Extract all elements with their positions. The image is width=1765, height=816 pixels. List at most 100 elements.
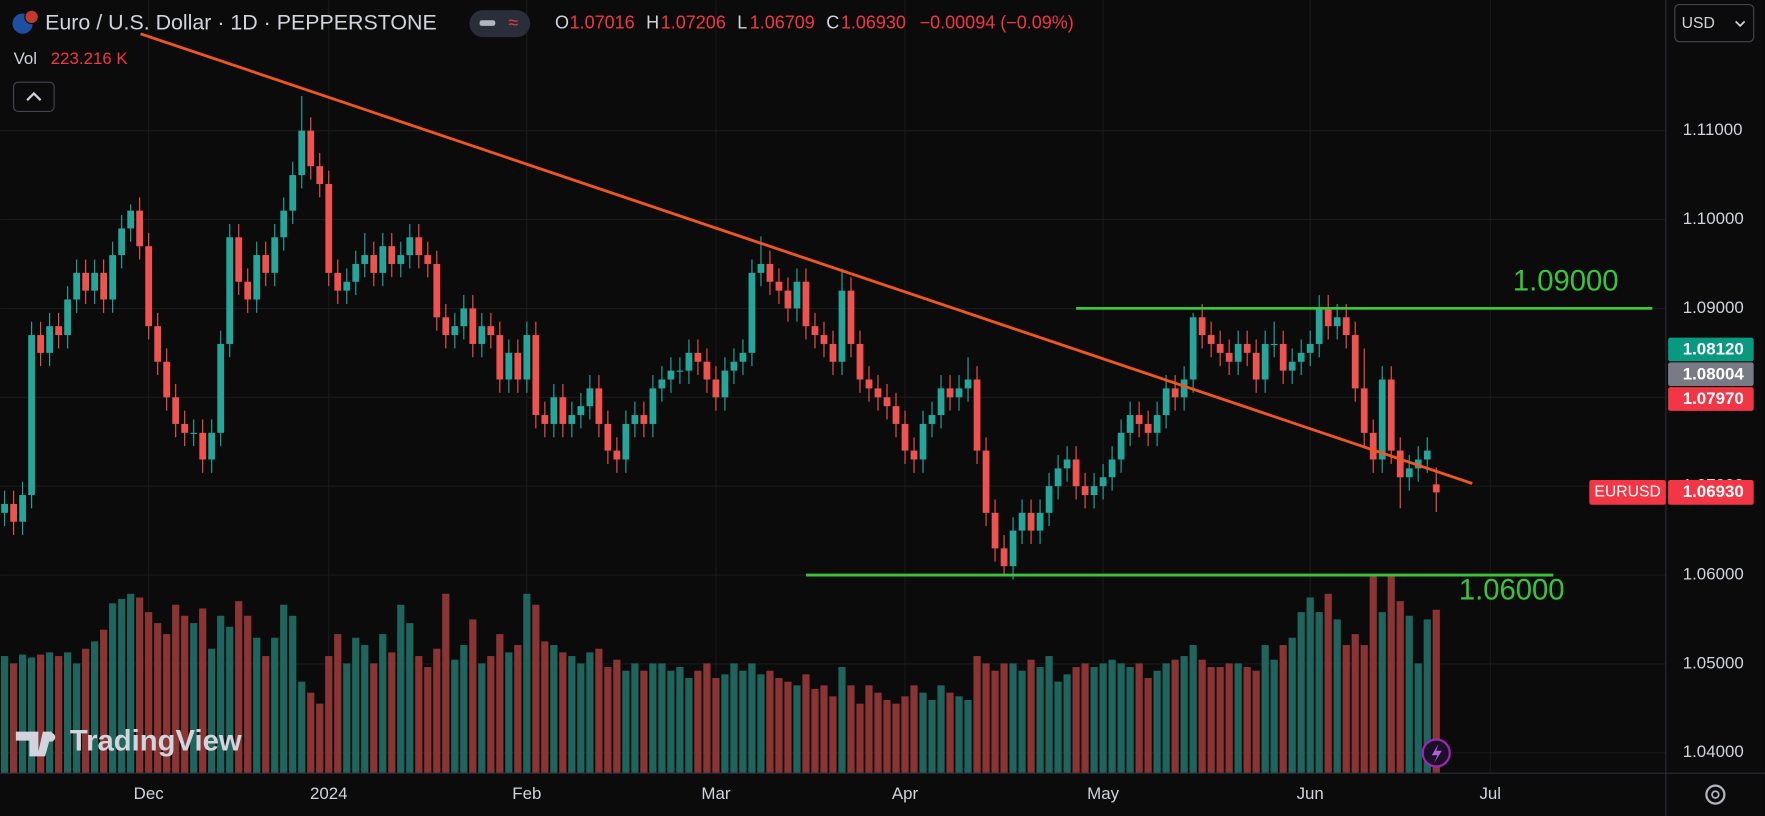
ohlc-label: C: [826, 12, 839, 32]
volume-bar: [802, 674, 810, 774]
price-badge: [1668, 387, 1754, 411]
dropdown-icon: [1735, 20, 1746, 28]
volume-bar: [127, 593, 135, 774]
price-pane: 1.09000 1.06000: [1, 32, 1653, 607]
candle-body: [1351, 335, 1359, 389]
candle-body: [190, 432, 198, 434]
candle-body: [883, 397, 891, 407]
x-tick-label: May: [1087, 784, 1119, 803]
candle-body: [433, 263, 441, 318]
candle-body: [487, 326, 495, 336]
volume-bar: [9, 663, 18, 774]
volume-bar: [1306, 597, 1314, 774]
volume-bar: [1252, 670, 1260, 774]
x-tick-label: 2024: [310, 784, 348, 803]
candle-body: [1261, 343, 1269, 380]
volume-bar: [1117, 663, 1125, 774]
candle-body: [721, 370, 729, 398]
volume-bar: [1207, 667, 1215, 774]
volume-bar: [640, 670, 648, 774]
flag-icon: [24, 9, 39, 25]
ohlc-value: 1.07206: [661, 12, 726, 32]
candle-body: [658, 379, 666, 389]
volume-bar: [838, 667, 846, 774]
market-status[interactable]: [469, 10, 531, 38]
volume-bar: [370, 663, 378, 774]
candle-body: [109, 255, 117, 300]
volume-bar: [676, 667, 684, 774]
volume-bar: [505, 652, 513, 774]
volume-bar: [235, 601, 243, 774]
volume-bar: [1198, 659, 1206, 774]
volume-bar: [478, 663, 486, 774]
candle-body: [685, 352, 693, 371]
volume-bar: [226, 626, 234, 774]
volume-bar: [397, 604, 405, 774]
candle-body: [1054, 468, 1062, 487]
volume-bar: [73, 663, 81, 774]
volume-bar: [541, 641, 549, 774]
candle-body: [145, 246, 153, 327]
candle-body: [469, 308, 477, 344]
last-price-label: 1.06930: [1683, 482, 1744, 501]
volume-bar: [550, 645, 558, 774]
candle-body: [325, 183, 333, 273]
candle-body: [604, 423, 612, 451]
volume-bar: [1360, 645, 1368, 774]
volume-bar: [514, 645, 522, 774]
candle-body: [640, 415, 648, 424]
candle-body: [442, 317, 450, 336]
candle-body: [1018, 512, 1026, 531]
candle-body: [1009, 530, 1017, 567]
candle-body: [910, 450, 918, 460]
settings-button[interactable]: [1705, 784, 1726, 805]
volume-bar: [622, 670, 630, 774]
candle-body: [262, 255, 270, 273]
candle-body: [181, 423, 189, 433]
volume-bar: [1108, 659, 1116, 774]
level-label: 1.06000: [1459, 575, 1565, 607]
candle-body: [1369, 432, 1377, 460]
volume-bar: [208, 648, 216, 774]
currency-select[interactable]: [1674, 3, 1755, 43]
candle-body: [46, 326, 53, 353]
candle-body: [595, 388, 603, 424]
volume-bar: [964, 699, 972, 774]
candle-body: [649, 388, 657, 424]
candle-body: [496, 335, 504, 380]
volume-bar: [649, 663, 657, 774]
volume-bar: [973, 656, 981, 774]
volume-bar: [658, 663, 666, 774]
lightning-icon: [1431, 743, 1442, 764]
candle-body: [1315, 308, 1323, 344]
candle-body: [802, 281, 810, 327]
candle-body: [613, 450, 621, 460]
volume-bar: [586, 652, 594, 774]
volume-value: 223.216 K: [51, 49, 129, 68]
volume-bar: [1351, 634, 1359, 774]
volume-bar: [118, 598, 126, 774]
candle-body: [694, 352, 702, 362]
price-badge-label: 1.07970: [1683, 389, 1744, 408]
candle-body: [838, 290, 846, 362]
volume-bar: [325, 656, 333, 774]
volume-bar: [901, 696, 909, 774]
collapse-button[interactable]: [13, 81, 55, 112]
volume-bar: [1342, 645, 1350, 774]
volume-bar: [379, 634, 387, 774]
candle-body: [820, 335, 828, 344]
x-tick-label: Jun: [1297, 784, 1324, 803]
candle-body: [1333, 317, 1341, 327]
x-tick-label: Jul: [1479, 784, 1501, 803]
candle-body: [514, 352, 522, 380]
volume-bar: [1009, 663, 1017, 774]
volume-bar: [163, 634, 171, 774]
candle-body: [622, 423, 630, 460]
volume-bar: [100, 629, 108, 774]
volume-bar: [1135, 663, 1143, 774]
volume-bar: [55, 656, 63, 774]
candle-body: [1, 503, 8, 513]
volume-bar: [289, 615, 297, 774]
candle-body: [739, 352, 747, 362]
